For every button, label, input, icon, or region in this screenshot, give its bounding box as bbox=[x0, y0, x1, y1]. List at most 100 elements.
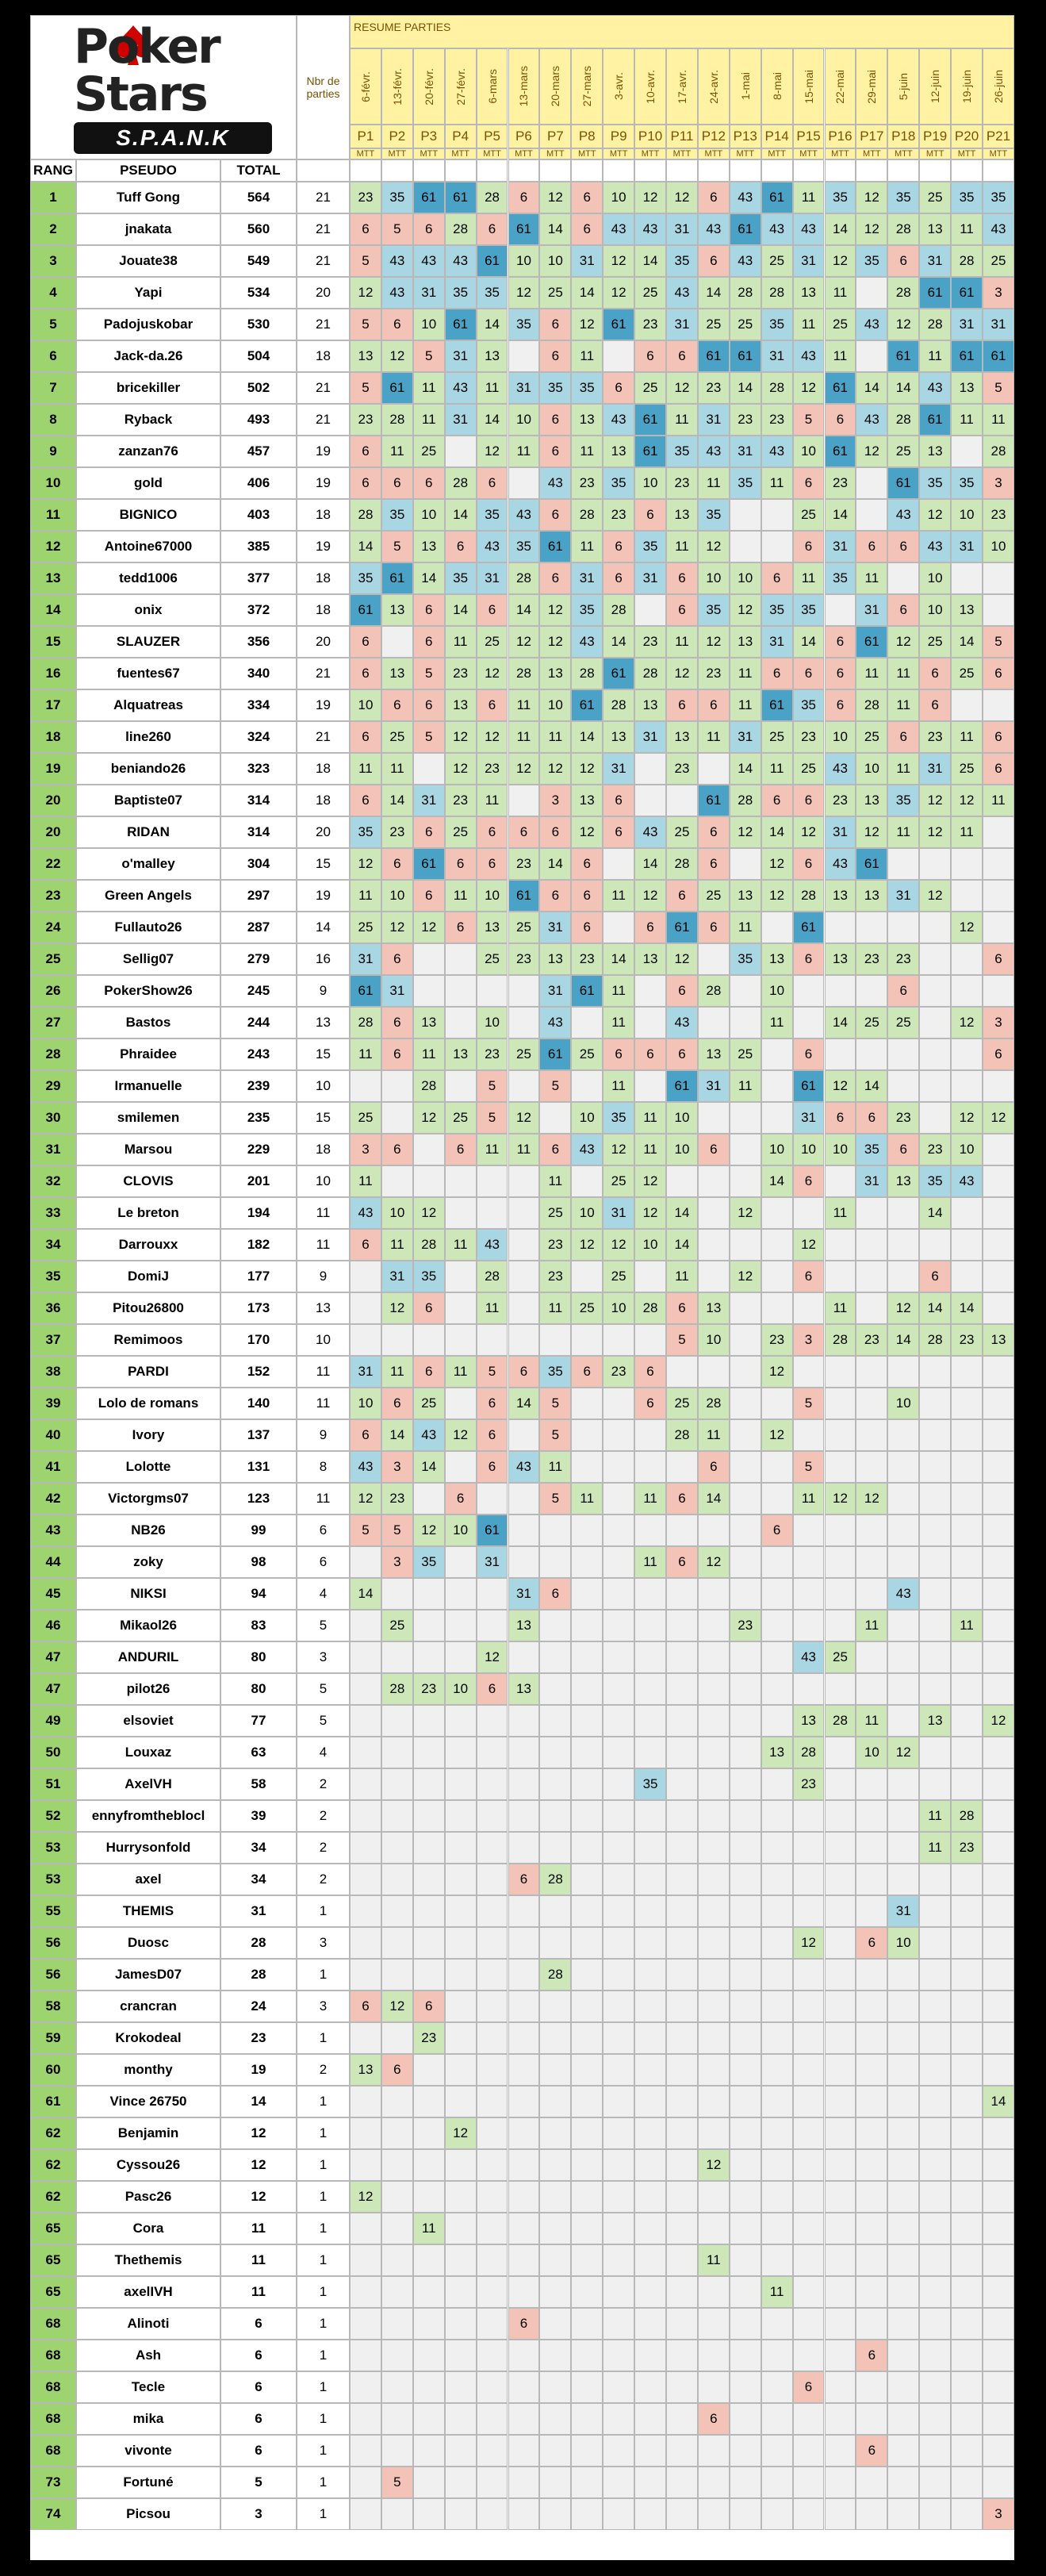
nbr-cell: 19 bbox=[297, 436, 350, 467]
score-cell bbox=[476, 2117, 508, 2149]
rank-cell: 14 bbox=[30, 594, 76, 626]
score-cell bbox=[887, 1991, 920, 2022]
score-cell: 28 bbox=[571, 499, 603, 531]
score-cell bbox=[350, 1292, 381, 1324]
score-cell: 25 bbox=[603, 1261, 635, 1292]
score-cell bbox=[887, 1832, 920, 1864]
score-cell bbox=[983, 2340, 1014, 2371]
nbr-header-blank bbox=[297, 159, 350, 182]
score-cell bbox=[729, 848, 761, 880]
party-header: P12 bbox=[697, 125, 730, 148]
rank-cell: 10 bbox=[30, 467, 76, 499]
score-cell bbox=[983, 2371, 1014, 2403]
score-cell bbox=[571, 2244, 603, 2276]
score-cell bbox=[571, 2340, 603, 2371]
score-cell bbox=[983, 1197, 1014, 1229]
score-cell bbox=[761, 1927, 793, 1959]
score-cell: 25 bbox=[634, 372, 666, 404]
rank-cell: 19 bbox=[30, 753, 76, 785]
score-cell bbox=[983, 2435, 1014, 2467]
score-cell: 25 bbox=[476, 626, 508, 658]
score-cell: 12 bbox=[444, 1419, 477, 1451]
score-cell: 6 bbox=[381, 1134, 413, 1165]
score-cell: 10 bbox=[887, 1388, 920, 1419]
score-cell bbox=[666, 1959, 698, 1991]
score-cell bbox=[824, 1832, 856, 1864]
score-cell: 6 bbox=[571, 880, 603, 912]
score-cell: 23 bbox=[887, 1102, 920, 1134]
score-cell bbox=[792, 2467, 825, 2498]
header-blank bbox=[476, 159, 508, 182]
score-cell bbox=[761, 2054, 793, 2086]
score-cell: 6 bbox=[412, 1292, 445, 1324]
score-cell: 13 bbox=[381, 658, 413, 689]
score-cell bbox=[603, 2340, 635, 2371]
score-cell: 28 bbox=[792, 880, 825, 912]
score-cell: 6 bbox=[476, 1451, 508, 1483]
score-cell bbox=[412, 1864, 445, 1895]
score-cell bbox=[856, 1261, 888, 1292]
total-cell: 356 bbox=[220, 626, 297, 658]
score-cell: 5 bbox=[381, 2467, 413, 2498]
score-cell: 61 bbox=[444, 182, 477, 213]
score-cell: 13 bbox=[603, 721, 635, 753]
score-cell bbox=[381, 1832, 413, 1864]
nbr-cell: 21 bbox=[297, 404, 350, 436]
score-cell: 28 bbox=[539, 1864, 572, 1895]
score-cell: 6 bbox=[887, 594, 920, 626]
score-cell bbox=[792, 2276, 825, 2308]
score-cell: 13 bbox=[539, 943, 572, 975]
score-cell bbox=[951, 848, 983, 880]
score-cell bbox=[539, 2276, 572, 2308]
score-cell bbox=[666, 1800, 698, 1832]
rank-cell: 31 bbox=[30, 1134, 76, 1165]
score-cell: 11 bbox=[350, 1038, 381, 1070]
score-cell bbox=[729, 1991, 761, 2022]
score-cell: 12 bbox=[761, 880, 793, 912]
player-name: PARDI bbox=[76, 1356, 220, 1388]
score-cell bbox=[951, 1641, 983, 1673]
mtt-label: MTT bbox=[508, 148, 540, 159]
score-cell: 35 bbox=[634, 531, 666, 562]
score-cell bbox=[887, 2213, 920, 2244]
score-cell bbox=[951, 1864, 983, 1895]
score-cell: 10 bbox=[856, 753, 888, 785]
score-cell bbox=[508, 1515, 540, 1546]
score-cell bbox=[508, 2276, 540, 2308]
score-cell bbox=[350, 1641, 381, 1673]
total-cell: 98 bbox=[220, 1546, 297, 1578]
nbr-cell: 1 bbox=[297, 2086, 350, 2117]
score-cell: 25 bbox=[666, 816, 698, 848]
score-cell bbox=[761, 1895, 793, 1927]
score-cell bbox=[951, 2086, 983, 2117]
score-cell: 14 bbox=[603, 943, 635, 975]
score-cell bbox=[983, 1800, 1014, 1832]
player-name: Antoine67000 bbox=[76, 531, 220, 562]
score-cell bbox=[856, 2276, 888, 2308]
score-cell bbox=[350, 2308, 381, 2340]
score-cell bbox=[350, 1832, 381, 1864]
score-cell: 13 bbox=[508, 1610, 540, 1641]
nbr-cell: 10 bbox=[297, 1070, 350, 1102]
total-cell: 14 bbox=[220, 2086, 297, 2117]
party-header: P15 bbox=[792, 125, 825, 148]
score-cell: 35 bbox=[350, 816, 381, 848]
score-cell bbox=[444, 2308, 477, 2340]
score-cell: 28 bbox=[951, 1800, 983, 1832]
score-cell bbox=[350, 1610, 381, 1641]
total-cell: 28 bbox=[220, 1927, 297, 1959]
header-blank bbox=[824, 159, 856, 182]
score-cell bbox=[476, 1197, 508, 1229]
score-cell: 43 bbox=[412, 1419, 445, 1451]
score-cell bbox=[350, 2467, 381, 2498]
rank-cell: 6 bbox=[30, 340, 76, 372]
score-cell: 25 bbox=[729, 309, 761, 340]
score-cell bbox=[919, 2149, 952, 2181]
total-cell: 334 bbox=[220, 689, 297, 721]
rank-cell: 34 bbox=[30, 1229, 76, 1261]
score-cell bbox=[856, 1546, 888, 1578]
mtt-label: MTT bbox=[350, 148, 381, 159]
score-cell: 6 bbox=[381, 1038, 413, 1070]
score-cell bbox=[571, 2181, 603, 2213]
score-cell bbox=[412, 975, 445, 1007]
